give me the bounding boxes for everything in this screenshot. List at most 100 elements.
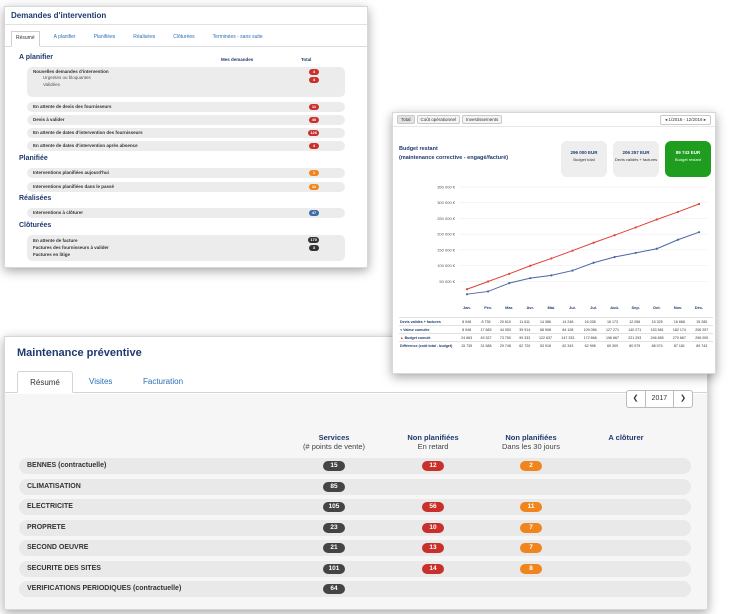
tab-resume[interactable]: Résumé: [11, 31, 40, 47]
count-badge-trente[interactable]: 11: [520, 502, 542, 512]
header-main: Non planifiées: [505, 433, 557, 442]
count-badge[interactable]: 170: [308, 237, 319, 243]
table-row[interactable]: SECOND OEUVRE 21 13 7: [19, 540, 691, 556]
list-item[interactable]: Devis à valider 40: [27, 115, 345, 125]
table-row[interactable]: CLIMATISATION 85: [19, 478, 691, 495]
count-badge-retard[interactable]: 13: [422, 543, 444, 553]
list-item[interactable]: En attente de dates d'intervention des f…: [27, 128, 345, 138]
x-tick-label: Déc.: [695, 305, 703, 310]
list-item[interactable]: En attente de facture Factures des fourn…: [27, 235, 345, 261]
count-badge[interactable]: 1: [309, 170, 319, 176]
row-label: Devis validés + factures: [400, 319, 441, 324]
table-row[interactable]: SECURITE DES SITES 101 14 8: [19, 560, 691, 577]
series-point: [465, 288, 469, 291]
table-cell: 270 667: [668, 333, 691, 342]
header-a-cloturer: A clôturer: [591, 433, 661, 442]
table-row[interactable]: BENNES (contractuelle) 15 12 2: [19, 458, 691, 474]
tab-realisees[interactable]: Réalisées: [133, 34, 156, 40]
list-item[interactable]: Interventions planifiées dans le passé 1…: [27, 182, 345, 192]
count-badge[interactable]: 3: [309, 245, 319, 251]
table-cell: 89 743: [690, 341, 713, 349]
period-selector[interactable]: ◂ 1/2016 - 12/2016 ▸: [659, 114, 711, 125]
count-badge-retard[interactable]: 56: [422, 502, 444, 512]
count-badge-services[interactable]: 85: [323, 481, 345, 492]
series-point: [697, 231, 701, 234]
table-cell: 12 056: [623, 317, 646, 326]
preventive-tabs: Résumé Visites Facturation: [5, 367, 707, 393]
header-main: Non planifiées: [407, 433, 459, 442]
list-item[interactable]: Interventions à clôturer 47: [27, 208, 345, 218]
count-badge-trente[interactable]: 2: [520, 461, 542, 471]
tab-resume[interactable]: Résumé: [17, 371, 73, 393]
tab-total[interactable]: Total: [397, 115, 415, 124]
row-label: Différence (coût total - budget): [400, 343, 453, 348]
count-badge-services[interactable]: 101: [323, 563, 345, 574]
y-tick-label: 150 000 €: [437, 247, 456, 252]
count-badge-services[interactable]: 105: [323, 502, 345, 512]
y-tick-label: 350 000 €: [437, 185, 456, 190]
kpi-budget-total: 296 000 EUR Budget total: [561, 141, 607, 177]
count-badge[interactable]: 126: [308, 130, 319, 136]
count-badge[interactable]: 47: [309, 210, 319, 216]
count-badge-services[interactable]: 23: [323, 522, 345, 533]
row-label: Factures en litige: [33, 252, 71, 257]
table-cell: 69 309: [601, 341, 624, 349]
next-year-button[interactable]: ❯: [680, 395, 686, 402]
series-point: [571, 249, 574, 252]
series-point: [529, 264, 532, 267]
row-label: Interventions planifiées aujourd'hui: [33, 170, 109, 175]
panel-title: Demandes d'intervention: [5, 7, 367, 25]
kpi-label: Devis validés + factures: [614, 157, 658, 162]
kpi-value: 296 000 EUR: [570, 150, 598, 155]
tab-planifiees[interactable]: Planifiées: [93, 34, 116, 40]
prev-year-button[interactable]: ❮: [632, 395, 639, 402]
count-badge[interactable]: 40: [309, 117, 319, 123]
table-row[interactable]: PROPRETE 23 10 7: [19, 519, 691, 536]
tab-visites[interactable]: Visites: [89, 377, 113, 386]
table-row[interactable]: ELECTRICITE 105 56 11: [19, 499, 691, 515]
count-badge-services[interactable]: 15: [323, 461, 345, 471]
tab-cout-operationnel[interactable]: Coût opérationnel: [416, 115, 461, 124]
count-badge[interactable]: 11: [309, 104, 319, 110]
section-cloturees: Clôturées: [19, 222, 52, 229]
tab-facturation[interactable]: Facturation: [143, 377, 184, 386]
list-item[interactable]: Nouvelles demandes d'intervention Urgent…: [27, 67, 345, 97]
table-cell: 246 655: [645, 333, 669, 342]
row-label: Devis à valider: [33, 117, 65, 122]
count-badge[interactable]: 11: [309, 184, 319, 190]
count-badge-retard[interactable]: 12: [422, 461, 444, 471]
y-tick-label: 250 000 €: [437, 216, 456, 221]
tab-investissements[interactable]: Investissements: [462, 115, 503, 124]
row-sub-label: Urgentes ou bloquantes: [43, 75, 91, 80]
count-badge[interactable]: 4: [309, 69, 319, 75]
count-badge-trente[interactable]: 8: [520, 563, 542, 574]
list-item[interactable]: Interventions planifiées aujourd'hui 1: [27, 168, 345, 178]
series-line-0: [466, 203, 700, 290]
tab-a-planifier[interactable]: A planifier: [53, 34, 76, 40]
series-point: [508, 272, 511, 275]
count-badge-trente[interactable]: 7: [520, 543, 542, 553]
row-label: PROPRETE: [27, 523, 66, 531]
series-point: [592, 261, 595, 264]
count-badge-services[interactable]: 21: [323, 543, 345, 553]
count-badge-trente[interactable]: 7: [520, 522, 542, 533]
list-item[interactable]: En attente de devis des fournisseurs 11: [27, 102, 345, 112]
table-cell: 80 979: [623, 341, 646, 349]
table-cell: 84 108: [556, 325, 579, 334]
period-label: 1/2016 - 12/2016: [668, 116, 703, 122]
tab-cloturees[interactable]: Clôturées: [173, 34, 195, 40]
series-point: [550, 257, 553, 260]
table-row[interactable]: VERIFICATIONS PERIODIQUES (contractuelle…: [19, 581, 691, 597]
count-badge-retard[interactable]: 14: [422, 563, 444, 574]
list-item[interactable]: En attente de dates d'intervention après…: [27, 141, 345, 151]
col-total: Total: [301, 57, 312, 62]
series-point: [655, 247, 658, 250]
count-badge[interactable]: 4: [309, 143, 319, 149]
header-sub: (# points de vente): [302, 442, 366, 451]
count-badge-services[interactable]: 64: [323, 584, 345, 594]
table-cell: 122 637: [534, 333, 557, 342]
table-cell: 8 948: [457, 317, 477, 326]
count-badge-retard[interactable]: 10: [422, 522, 444, 533]
tab-terminees[interactable]: Terminées - sans suite: [212, 34, 263, 40]
count-badge[interactable]: 4: [309, 77, 319, 83]
